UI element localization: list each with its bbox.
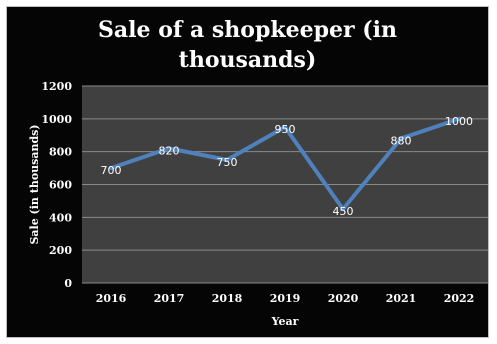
x-axis-label: Year xyxy=(271,315,299,328)
data-label: 750 xyxy=(217,156,238,169)
data-point xyxy=(167,146,171,151)
data-label: 450 xyxy=(333,205,354,218)
x-tick-label: 2017 xyxy=(154,292,185,305)
data-point xyxy=(109,166,113,171)
x-tick-label: 2016 xyxy=(96,292,127,305)
y-tick-label: 1200 xyxy=(41,80,72,93)
data-label: 700 xyxy=(101,164,122,177)
y-axis-label: Sale (in thousands) xyxy=(28,124,41,244)
y-tick-label: 600 xyxy=(49,179,72,192)
data-label: 880 xyxy=(391,135,412,148)
y-tick-label: 800 xyxy=(49,146,72,159)
data-point xyxy=(457,116,461,121)
y-tick-label: 200 xyxy=(49,244,72,257)
data-label: 950 xyxy=(275,123,296,136)
data-point xyxy=(225,157,229,162)
data-label: 1000 xyxy=(445,115,473,128)
x-tick-label: 2019 xyxy=(270,292,301,305)
y-tick-label: 1000 xyxy=(41,113,72,126)
data-point xyxy=(341,207,345,212)
x-tick-label: 2018 xyxy=(212,292,243,305)
data-point xyxy=(283,125,287,130)
x-tick-label: 2020 xyxy=(328,292,359,305)
data-label: 820 xyxy=(159,144,180,157)
y-tick-label: 400 xyxy=(49,211,72,224)
x-tick-label: 2022 xyxy=(444,292,475,305)
x-tick-label: 2021 xyxy=(386,292,417,305)
chart-title: Sale of a shopkeeper (in thousands) xyxy=(98,17,397,73)
y-tick-label: 0 xyxy=(64,277,72,290)
data-point xyxy=(399,136,403,141)
